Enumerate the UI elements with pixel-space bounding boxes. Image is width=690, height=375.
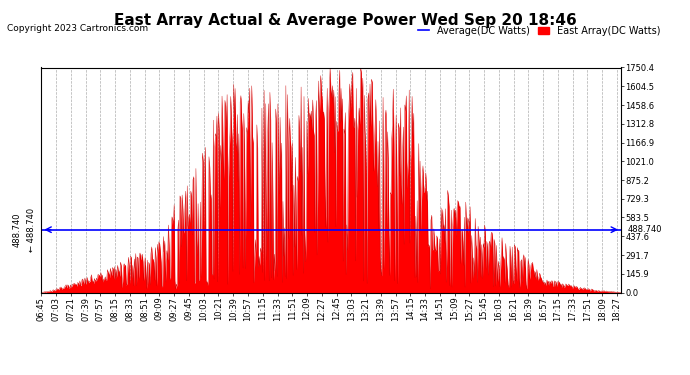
Text: East Array Actual & Average Power Wed Sep 20 18:46: East Array Actual & Average Power Wed Se…	[114, 13, 576, 28]
Text: 488.740: 488.740	[12, 212, 22, 247]
Text: Copyright 2023 Cartronics.com: Copyright 2023 Cartronics.com	[7, 24, 148, 33]
Legend: Average(DC Watts), East Array(DC Watts): Average(DC Watts), East Array(DC Watts)	[413, 22, 664, 39]
Text: ← 488.740: ← 488.740	[27, 208, 36, 252]
Text: 488.740: 488.740	[628, 225, 662, 234]
